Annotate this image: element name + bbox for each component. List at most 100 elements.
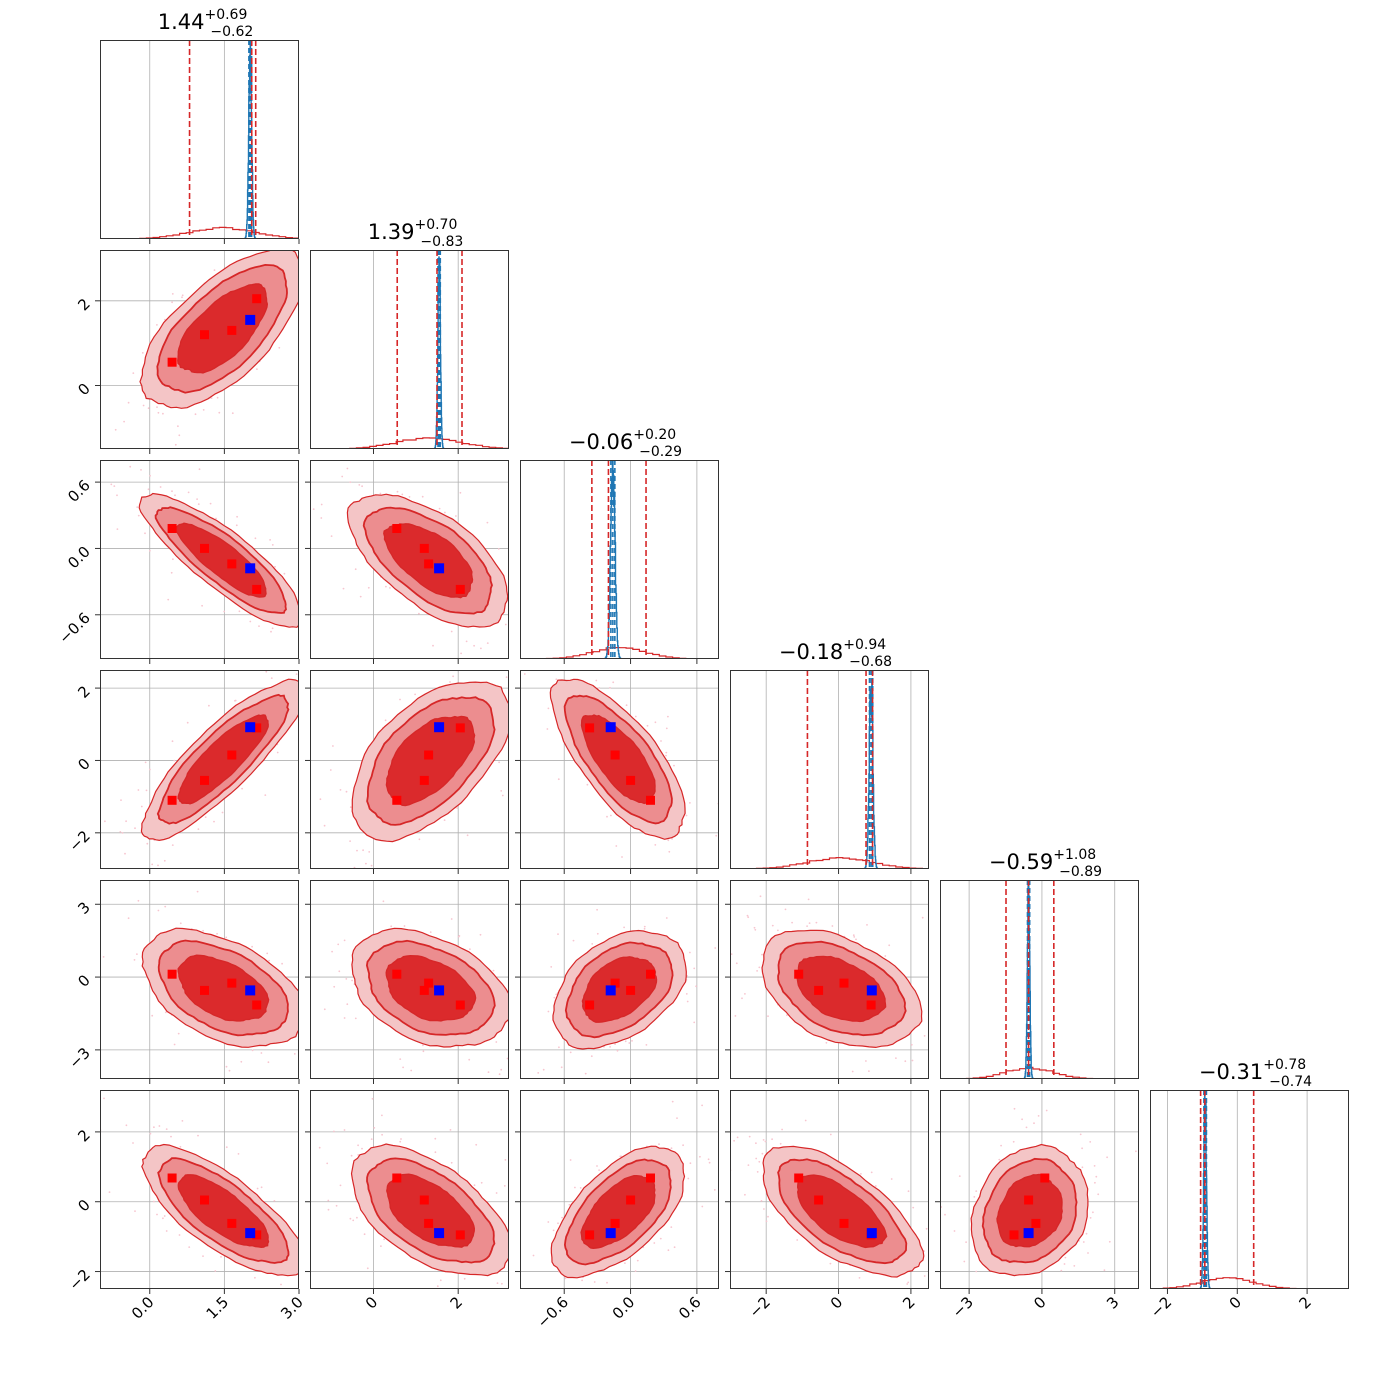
scatter-dot (162, 1217, 164, 1220)
scatter-dot (467, 643, 469, 645)
scatter-dot (301, 1031, 303, 1033)
y-tick-label: −3 (65, 1044, 93, 1072)
scatter-dot (1000, 1144, 1002, 1147)
sample-marker (227, 325, 237, 335)
scatter-dot (673, 1246, 676, 1249)
x-tick-label: 0.0 (128, 1293, 158, 1323)
scatter-dot (975, 1270, 978, 1273)
panel-title: −0.18+0.94 −0.68 (779, 637, 892, 670)
scatter-dot (341, 475, 344, 478)
panel-border (310, 250, 509, 449)
panel-border (310, 670, 509, 869)
scatter-dot (619, 1155, 622, 1158)
scatter-dot (216, 932, 218, 935)
scatter-dot (329, 728, 331, 730)
scatter-dot (825, 1041, 828, 1044)
scatter-dot (460, 652, 462, 655)
scatter-dot (759, 895, 762, 898)
scatter-dot (736, 833, 738, 835)
scatter-dot (534, 541, 536, 543)
scatter-dot (251, 1049, 254, 1052)
scatter-dot (511, 663, 513, 665)
scatter-dot (671, 1100, 674, 1103)
x-tick-label: −2 (746, 1293, 774, 1321)
scatter-dot (201, 604, 203, 607)
scatter-dot (569, 1159, 572, 1161)
scatter-dot (324, 286, 326, 288)
scatter-dot (382, 900, 385, 903)
scatter-dot (267, 1061, 270, 1064)
scatter-dot (63, 893, 65, 895)
scatter-dot (156, 1213, 158, 1216)
scatter-dot (356, 849, 358, 852)
scatter-dot (209, 502, 212, 505)
scatter-dot (518, 1010, 520, 1012)
sample-marker (794, 969, 804, 979)
scatter-dot (590, 1055, 593, 1058)
scatter-dot (346, 651, 348, 653)
posterior-histogram (310, 437, 509, 449)
scatter-dot (758, 966, 761, 969)
scatter-dot (707, 1158, 710, 1161)
scatter-dot (596, 1165, 598, 1167)
scatter-dot (370, 1138, 373, 1140)
scatter-dot (665, 917, 668, 919)
truth-marker (434, 1228, 445, 1239)
contour-panel-3-1 (305, 643, 509, 891)
scatter-dot (149, 474, 151, 477)
scatter-dot (625, 704, 628, 707)
sample-marker (252, 294, 262, 304)
scatter-dot (278, 346, 281, 349)
scatter-dot (218, 411, 221, 414)
scatter-dot (215, 517, 217, 520)
scatter-dot (327, 1199, 330, 1202)
scatter-dot (610, 814, 612, 817)
scatter-dot (214, 1270, 217, 1272)
panel-content (100, 460, 299, 659)
scatter-dot (1085, 1232, 1088, 1235)
scatter-dot (181, 294, 184, 297)
scatter-dot (516, 1228, 518, 1230)
panel-title: 1.44+0.69 −0.62 (158, 7, 254, 40)
scatter-dot (689, 802, 691, 804)
scatter-dot (609, 686, 611, 689)
scatter-dot (671, 838, 673, 840)
scatter-dot (1079, 1133, 1082, 1136)
scatter-dot (565, 614, 567, 616)
scatter-dot (315, 694, 317, 696)
scatter-dot (510, 712, 512, 714)
scatter-dot (361, 1147, 363, 1150)
scatter-dot (301, 246, 303, 248)
scatter-dot (730, 953, 733, 955)
scatter-dot (654, 844, 657, 846)
scatter-dot (381, 1114, 383, 1117)
scatter-dot (631, 1040, 633, 1042)
sample-marker (646, 1173, 655, 1183)
scatter-dot (384, 719, 387, 722)
scatter-dot (210, 397, 213, 399)
sample-marker (794, 1173, 804, 1183)
scatter-dot (546, 728, 549, 730)
scatter-dot (322, 1008, 324, 1010)
scatter-dot (1037, 1115, 1040, 1117)
scatter-dot (756, 1171, 759, 1173)
scatter-dot (349, 806, 352, 809)
scatter-dot (475, 1143, 478, 1146)
panel-content (63, 880, 341, 1079)
scatter-dot (165, 1230, 168, 1232)
scatter-dot (98, 948, 100, 950)
sample-marker (200, 775, 209, 785)
scatter-dot (339, 997, 341, 999)
scatter-dot (1012, 1140, 1015, 1143)
scatter-dot (737, 975, 739, 977)
title-minus: −0.83 (420, 234, 463, 250)
scatter-dot (468, 1058, 471, 1061)
scatter-dot (1095, 1175, 1098, 1178)
scatter-dot (320, 503, 323, 506)
hist-panel-1: 1.39+0.70 −0.83 (310, 217, 509, 454)
contour-panel-5-2: −0.6 0.0 0.6 (515, 1090, 719, 1332)
scatter-dot (764, 1140, 767, 1143)
scatter-dot (685, 814, 688, 817)
scatter-dot (345, 889, 347, 891)
scatter-dot (213, 820, 215, 823)
